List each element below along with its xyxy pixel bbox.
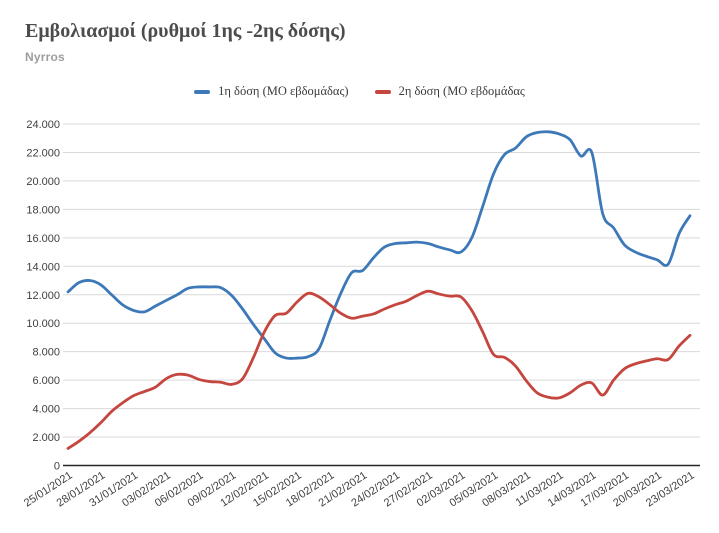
chart-legend: 1η δόση (ΜΟ εβδομάδας) 2η δόση (ΜΟ εβδομ… (0, 84, 719, 99)
y-tick-label: 24.000 (26, 119, 60, 131)
legend-item-dose1: 1η δόση (ΜΟ εβδομάδας) (194, 84, 349, 99)
y-tick-label: 0 (54, 461, 60, 473)
legend-item-dose2: 2η δόση (ΜΟ εβδομάδας (374, 84, 525, 99)
y-tick-label: 4.000 (32, 404, 60, 416)
y-tick-label: 12.000 (26, 290, 60, 302)
y-tick-label: 10.000 (26, 318, 60, 330)
legend-swatch-dose2 (374, 89, 391, 94)
legend-label-dose2: 2η δόση (ΜΟ εβδομάδας (398, 84, 525, 98)
legend-label-dose1: 1η δόση (ΜΟ εβδομάδας) (218, 84, 349, 98)
y-tick-label: 14.000 (26, 261, 60, 273)
y-tick-label: 16.000 (26, 233, 60, 245)
y-tick-label: 20.000 (26, 176, 60, 188)
y-tick-label: 22.000 (26, 147, 60, 159)
chart-header: Εμβολιασμοί (ρυθμοί 1ης -2ης δόσης) Nyrr… (25, 20, 346, 64)
series-line-dose2 (66, 289, 692, 450)
y-tick-label: 6.000 (32, 375, 60, 387)
legend-swatch-dose1 (194, 89, 211, 94)
chart-subtitle: Nyrros (25, 50, 65, 64)
series-line-dose1 (66, 130, 692, 360)
y-tick-label: 18.000 (26, 204, 60, 216)
page-title: Εμβολιασμοί (ρυθμοί 1ης -2ης δόσης) (25, 20, 346, 42)
y-tick-label: 2.000 (32, 432, 60, 444)
y-tick-label: 8.000 (32, 347, 60, 359)
